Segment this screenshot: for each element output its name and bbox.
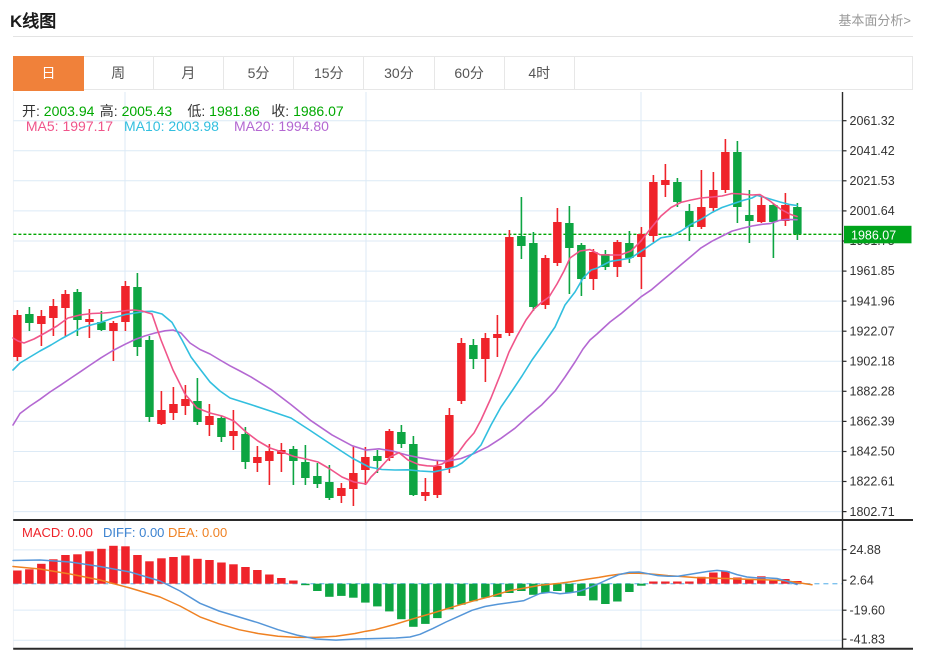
- svg-text:1802.71: 1802.71: [850, 505, 895, 519]
- svg-text:1986.07: 1986.07: [851, 229, 896, 243]
- svg-text:2.64: 2.64: [850, 573, 874, 587]
- svg-text:1842.50: 1842.50: [850, 445, 895, 459]
- svg-text:1941.96: 1941.96: [850, 294, 895, 308]
- svg-text:1822.61: 1822.61: [850, 475, 895, 489]
- svg-text:2001.64: 2001.64: [850, 204, 895, 218]
- svg-text:24.88: 24.88: [850, 543, 881, 557]
- svg-text:1862.39: 1862.39: [850, 415, 895, 429]
- svg-text:1882.28: 1882.28: [850, 385, 895, 399]
- svg-text:2061.32: 2061.32: [850, 114, 895, 128]
- svg-text:2041.42: 2041.42: [850, 144, 895, 158]
- svg-text:1961.85: 1961.85: [850, 264, 895, 278]
- svg-text:-41.83: -41.83: [850, 632, 885, 646]
- svg-text:-19.60: -19.60: [850, 603, 885, 617]
- svg-text:2021.53: 2021.53: [850, 174, 895, 188]
- svg-text:1922.07: 1922.07: [850, 324, 895, 338]
- svg-text:1902.18: 1902.18: [850, 355, 895, 369]
